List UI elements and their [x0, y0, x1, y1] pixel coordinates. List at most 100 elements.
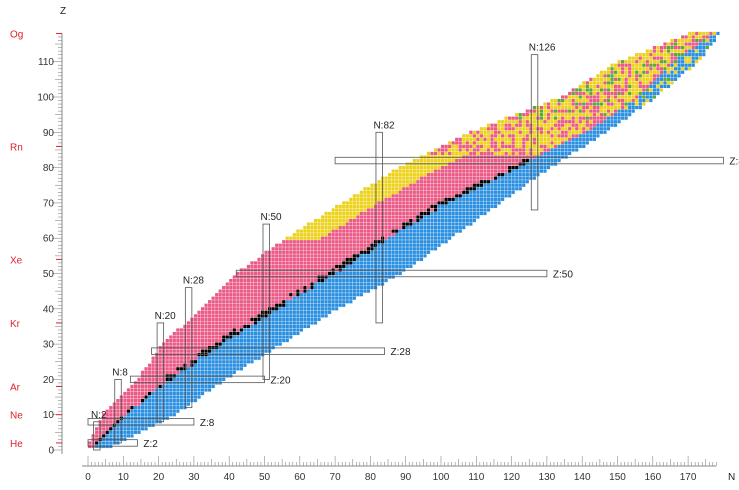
- nuclide-cell: [296, 243, 300, 247]
- nuclide-cell: [652, 56, 656, 60]
- nuclide-cell: [208, 356, 212, 360]
- nuclide-cell: [433, 229, 438, 233]
- nuclide-cell: [589, 95, 593, 99]
- nuclide-cell: [649, 49, 653, 53]
- nuclide-cell: [553, 144, 558, 149]
- nuclide-cell: [232, 360, 236, 364]
- nuclide-cell: [363, 282, 367, 286]
- nuclide-cell: [320, 289, 325, 293]
- nuclide-cell: [200, 321, 205, 325]
- nuclide-cell: [218, 303, 222, 307]
- nuclide-cell: [529, 151, 533, 156]
- nuclide-cell: [553, 137, 558, 141]
- nuclide-cell: [292, 271, 296, 276]
- nuclide-cell: [366, 218, 371, 223]
- nuclide-cell: [239, 286, 243, 290]
- nuclide-cell: [193, 367, 198, 371]
- nuclide-cell: [525, 148, 529, 152]
- nuclide-cell: [575, 141, 579, 145]
- nuclide-cell: [691, 45, 695, 50]
- nuclide-cell: [296, 271, 300, 276]
- nuclide-cell: [656, 74, 660, 78]
- nuclide-cell: [638, 63, 642, 67]
- nuclide-cell: [688, 60, 692, 64]
- nuclide-cell: [218, 349, 222, 353]
- nuclide-cell: [525, 169, 529, 173]
- nuclide-cell: [306, 310, 311, 314]
- nuclide-cell: [278, 300, 282, 304]
- nuclide-cell: [211, 300, 215, 304]
- nuclide-cell: [331, 254, 335, 258]
- nuclide-cell: [578, 141, 582, 145]
- nuclide-cell: [441, 148, 445, 152]
- nuclide-cell: [317, 218, 321, 223]
- nuclide-cell: [275, 271, 279, 276]
- nuclide-cell: [617, 74, 621, 78]
- nuclide-cell: [596, 116, 600, 120]
- nuclide-cell: [497, 127, 501, 131]
- nuclide-cell: [698, 45, 702, 50]
- nuclide-cell: [543, 137, 547, 141]
- nuclide-cell: [313, 247, 318, 251]
- nuclide-cell: [373, 226, 378, 230]
- nuclide-cell: [412, 190, 416, 194]
- nuclide-cell: [398, 261, 402, 265]
- nuclide-cell: [621, 74, 625, 78]
- nuclide-cell: [458, 169, 462, 173]
- nuclide-cell: [550, 134, 554, 138]
- nuclide-cell: [172, 406, 176, 410]
- nuclide-cell: [278, 310, 282, 314]
- nuclide-cell: [116, 402, 120, 406]
- nuclide-cell: [349, 215, 353, 219]
- nuclide-cell: [656, 63, 660, 67]
- nuclide-cell: [568, 123, 572, 127]
- nuclide-cell: [183, 406, 187, 410]
- nuclide-cell: [405, 208, 409, 212]
- nuclide-cell: [405, 187, 409, 191]
- nuclide-cell: [200, 328, 205, 332]
- nuclide-cell: [550, 151, 554, 156]
- nuclide-cell: [575, 113, 579, 117]
- nuclide-cell: [462, 211, 466, 216]
- nuclide-cell: [130, 409, 134, 413]
- nuclide-cell: [282, 328, 286, 332]
- nuclide-cell: [532, 176, 536, 180]
- nuclide-cell: [278, 278, 282, 283]
- nuclide-cell: [292, 250, 296, 254]
- nuclide-cell: [306, 324, 311, 329]
- nuclide-cell: [596, 127, 600, 131]
- nuclide-cell: [169, 409, 173, 413]
- nuclide-cell: [433, 201, 438, 205]
- nuclide-cell: [416, 222, 420, 226]
- nuclide-cell: [328, 289, 332, 293]
- nuclide-cell: [525, 116, 529, 120]
- nuclide-cell: [444, 229, 448, 233]
- nuclide-cell: [95, 441, 99, 445]
- nuclide-cell: [532, 169, 536, 173]
- nuclide-cell: [264, 300, 268, 304]
- nuclide-cell: [271, 303, 275, 307]
- nuclide-cell: [356, 261, 360, 265]
- nuclide-cell: [208, 377, 212, 381]
- nuclide-cell: [673, 49, 678, 53]
- nuclide-cell: [455, 169, 459, 173]
- nuclide-cell: [338, 289, 342, 293]
- nuclide-cell: [409, 240, 413, 244]
- nuclide-cell: [525, 120, 529, 124]
- nuclide-cell: [239, 328, 243, 332]
- nuclide-cell: [416, 257, 420, 261]
- nuclide-cell: [486, 190, 491, 194]
- nuclide-cell: [486, 183, 491, 187]
- nuclide-cell: [345, 264, 349, 269]
- nuclide-cell: [193, 328, 198, 332]
- nuclide-cell: [105, 434, 109, 438]
- nuclide-cell: [370, 211, 374, 216]
- nuclide-cell: [299, 317, 303, 321]
- nuclide-cell: [518, 113, 522, 117]
- nuclide-cell: [331, 222, 335, 226]
- nuclide-cell: [264, 349, 268, 353]
- nuclide-cell: [532, 123, 536, 127]
- nuclide-cell: [409, 187, 413, 191]
- nuclide-cell: [229, 324, 233, 329]
